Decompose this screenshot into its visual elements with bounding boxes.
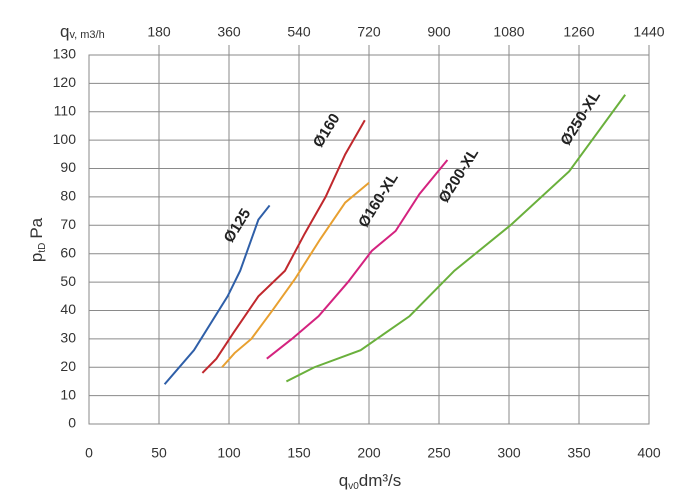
x-tick-label: 250 [427,445,451,461]
y-tick-label: 80 [60,188,76,204]
top-tick-label: 1080 [493,24,524,40]
x-tick-label: 100 [217,445,241,461]
y-tick-label: 110 [54,102,77,118]
y-tick-label: 50 [60,273,76,289]
y-axis-symbol: p [27,253,46,262]
y-axis-unit: Pa [27,217,46,238]
x-tick-label: 0 [85,445,93,461]
x-axis-subscript: v0 [348,481,359,492]
top-axis-subscript: v, m3/h [69,29,104,41]
x-axis-unit: dm³/s [359,471,402,490]
y-tick-label: 100 [53,131,77,147]
x-tick-label: 350 [567,445,591,461]
x-tick-label: 400 [637,445,661,461]
top-tick-label: 360 [217,24,241,40]
x-tick-label: 200 [357,445,381,461]
y-tick-label: 30 [60,330,76,346]
top-tick-label: 540 [287,24,311,40]
series-line [266,159,449,360]
y-tick-label: 120 [53,74,77,90]
y-axis-label: ptD Pa [27,217,47,262]
y-tick-label: 20 [60,358,76,374]
x-tick-label: 50 [151,445,167,461]
series-line [201,119,366,374]
y-tick-label: 90 [60,159,76,175]
top-axis-symbol: q [60,22,69,41]
y-tick-label: 60 [60,244,76,260]
series-line [221,181,370,368]
y-tick-label: 40 [60,301,76,317]
series-line [285,94,627,383]
series-line [163,204,271,385]
x-tick-label: 150 [287,445,311,461]
y-tick-label: 0 [68,415,76,431]
top-tick-label: 1260 [563,24,594,40]
top-tick-label: 900 [427,24,451,40]
y-tick-label: 70 [60,216,76,232]
y-tick-label: 130 [53,46,77,62]
x-axis-label: qv0dm³/s [339,471,402,491]
top-tick-label: 1440 [633,24,664,40]
top-tick-label: 180 [147,24,171,40]
top-tick-label: 720 [357,24,381,40]
y-tick-label: 10 [60,386,76,402]
top-axis-label: qv, m3/h [60,22,105,41]
y-axis-subscript: tD [37,243,48,253]
x-axis-symbol: q [339,471,348,490]
x-tick-label: 300 [497,445,521,461]
